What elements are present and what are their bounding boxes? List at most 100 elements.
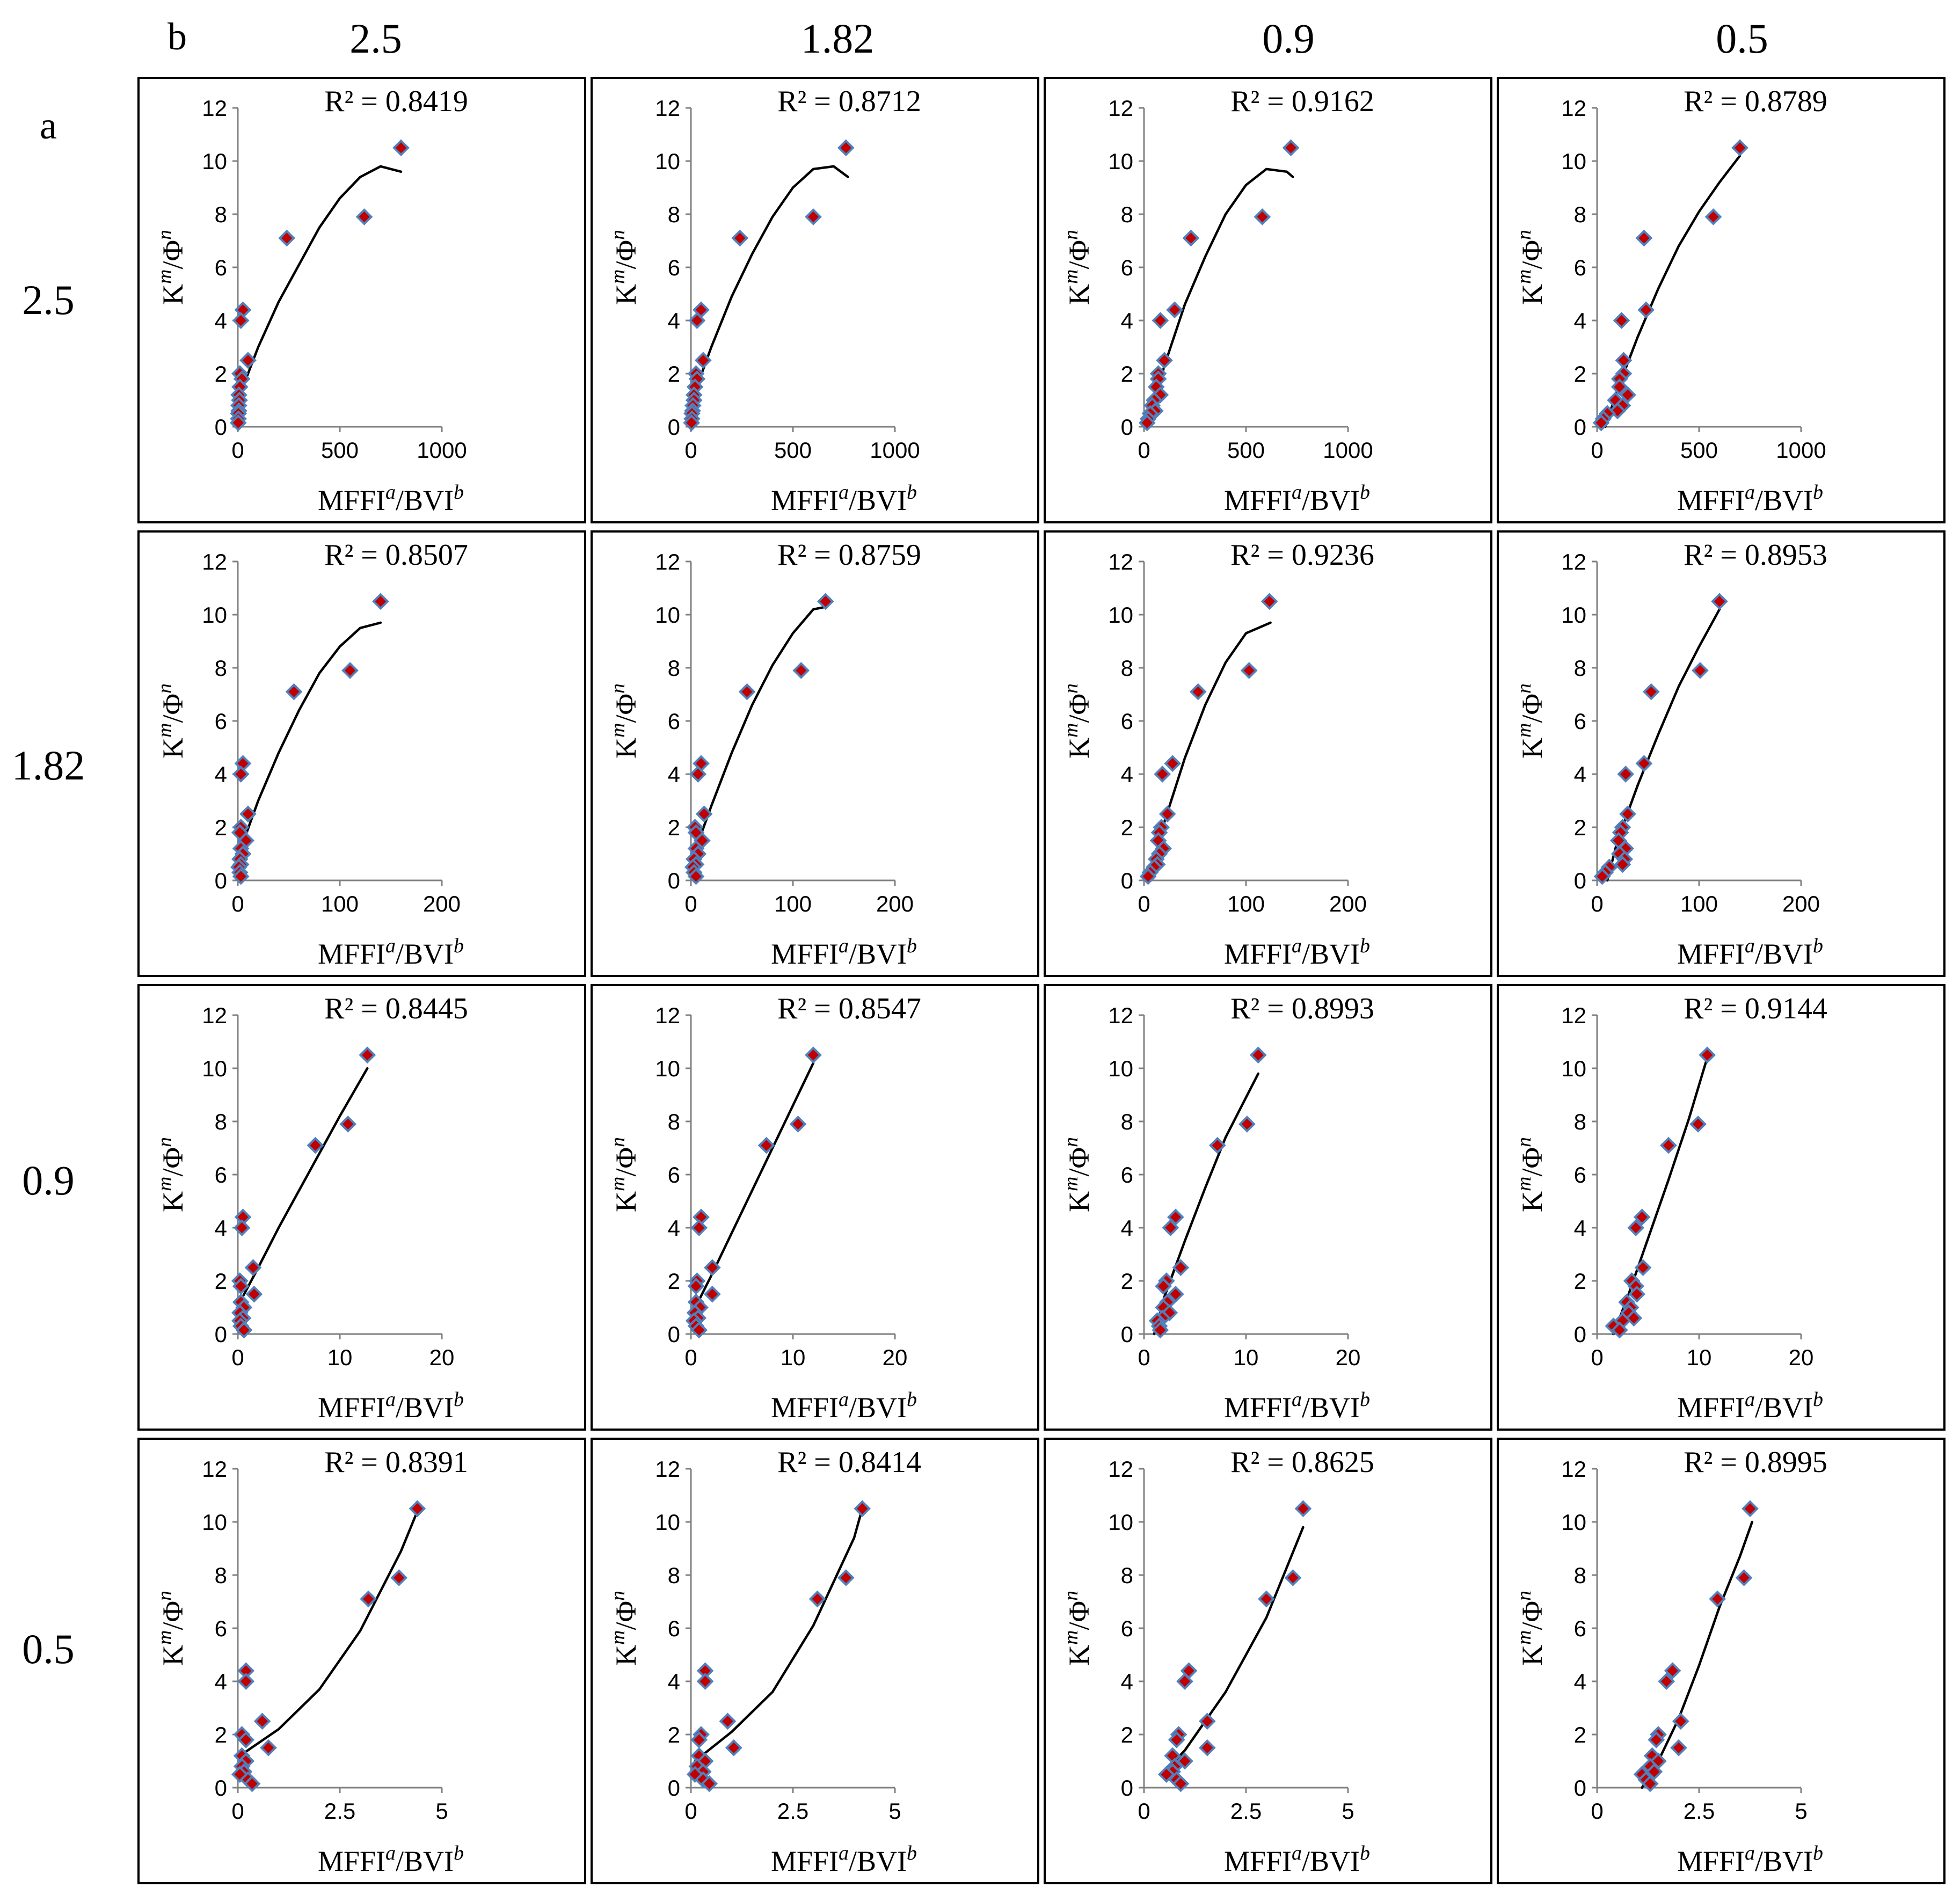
x-axis-title-exponent: a: [385, 1842, 396, 1864]
y-tick-label: 10: [1108, 1510, 1133, 1535]
y-tick-label: 2: [215, 361, 227, 387]
x-axis-title-exponent: a: [839, 1842, 849, 1864]
data-point: [683, 414, 700, 432]
y-axis-title: Km/Φn: [1060, 1137, 1095, 1212]
data-point: [307, 1136, 324, 1154]
x-tick-label: 20: [429, 1345, 455, 1370]
y-axis-title: Km/Φn: [1513, 230, 1548, 305]
r-squared-label: R² = 0.8759: [777, 538, 921, 572]
y-tick-label: 12: [1561, 1456, 1586, 1482]
y-tick-label: 8: [215, 1109, 227, 1134]
x-tick-label: 0: [231, 891, 244, 916]
x-axis-title-exponent: b: [1360, 1388, 1370, 1411]
x-tick-label: 0: [1591, 1345, 1603, 1370]
data-point: [1735, 1569, 1753, 1586]
y-tick-label: 12: [1108, 549, 1133, 574]
y-tick-label: 0: [1121, 414, 1133, 440]
data-point: [1689, 1116, 1707, 1133]
x-axis-title: MFFIa/BVIb: [318, 935, 464, 970]
y-tick-label: 12: [1561, 549, 1586, 574]
x-axis-title-exponent: a: [839, 1388, 849, 1411]
data-point: [1240, 662, 1258, 679]
y-tick-label: 10: [1561, 1056, 1586, 1081]
panel-4: 0 2 4 6 8 10 12 0 500 1000 R² = 0.8789 MFFIa/BVIb Km…: [1497, 77, 1946, 523]
trend-line: [690, 165, 849, 402]
data-point: [278, 229, 296, 247]
y-axis-title: Km/Φn: [1513, 683, 1548, 759]
col-header-2: 1.82: [801, 15, 875, 62]
data-point: [232, 312, 250, 329]
y-tick-label: 8: [1121, 655, 1133, 681]
y-tick-label: 2: [1574, 815, 1586, 840]
data-point: [1611, 378, 1628, 396]
panel-9: 0 2 4 6 8 10 12 0 10 20 R² = 0.8445 MFFIa/BVIb Km/Φn: [137, 984, 586, 1431]
y-axis-title-exponent: m: [1060, 269, 1082, 284]
y-tick-label: 2: [1574, 1722, 1586, 1747]
y-tick-label: 2: [1121, 1269, 1133, 1294]
x-axis-title-part: MFFI: [1224, 1845, 1292, 1877]
panel-12: 0 2 4 6 8 10 12 0 10 20 R² = 0.9144 MFFIa/BVIb Km/Φn: [1497, 984, 1946, 1431]
data-point: [409, 1500, 426, 1518]
x-axis-title: MFFIa/BVIb: [1677, 1842, 1823, 1877]
data-point: [339, 1116, 357, 1133]
y-tick-label: 4: [1121, 1215, 1133, 1241]
y-axis-title-exponent: m: [154, 269, 176, 284]
data-point: [1157, 1766, 1175, 1783]
data-point: [243, 1775, 261, 1792]
y-axis-title: Km/Φn: [154, 683, 189, 759]
x-axis-title: MFFIa/BVIb: [1224, 1388, 1370, 1424]
x-axis-title-exponent: b: [1360, 1842, 1370, 1864]
data-point: [253, 1712, 271, 1730]
y-axis-title-exponent: m: [1060, 1177, 1082, 1191]
y-tick-label: 6: [668, 1616, 680, 1641]
y-tick-label: 6: [215, 709, 227, 734]
data-point: [1625, 1309, 1643, 1327]
r-squared-label: R² = 0.8547: [777, 992, 921, 1025]
x-axis-title: MFFIa/BVIb: [1677, 481, 1823, 516]
data-point: [690, 1219, 708, 1236]
y-tick-label: 4: [1121, 762, 1133, 787]
x-tick-label: 100: [321, 891, 359, 916]
y-tick-label: 12: [202, 549, 227, 574]
panel-frame: [1044, 984, 1492, 1431]
y-tick-label: 6: [668, 1162, 680, 1187]
data-point: [1617, 766, 1635, 783]
trend-line: [1147, 167, 1294, 428]
data-point: [390, 1569, 408, 1586]
x-axis-title-part: /BVI: [849, 1391, 907, 1424]
y-axis-title-part: /Φ: [610, 694, 642, 723]
x-axis-title-part: MFFI: [1677, 484, 1745, 516]
y-axis-title-part: /Φ: [1063, 240, 1095, 269]
y-tick-label: 10: [202, 1510, 227, 1535]
y-tick-label: 10: [1561, 1510, 1586, 1535]
y-axis-title-part: /Φ: [1516, 1147, 1548, 1176]
x-tick-label: 0: [1138, 438, 1150, 463]
y-tick-label: 6: [1574, 709, 1586, 734]
corner-label-a: a: [40, 104, 57, 147]
x-tick-label: 200: [1782, 891, 1820, 916]
data-point: [1592, 414, 1610, 432]
data-point: [341, 662, 359, 679]
y-tick-label: 2: [668, 1269, 680, 1294]
r-squared-label: R² = 0.8419: [324, 85, 468, 118]
data-point: [805, 1046, 822, 1064]
data-point: [244, 1259, 262, 1277]
x-tick-label: 20: [1336, 1345, 1361, 1370]
y-tick-label: 2: [1121, 815, 1133, 840]
x-tick-label: 10: [327, 1345, 353, 1370]
y-axis-title-exponent: n: [1513, 1137, 1535, 1147]
x-axis-title-exponent: a: [1292, 1388, 1302, 1411]
x-axis-title-exponent: a: [839, 481, 849, 504]
data-point: [725, 1739, 742, 1757]
y-tick-label: 8: [1574, 202, 1586, 227]
corner-label-b: b: [167, 15, 187, 58]
y-tick-label: 6: [215, 1162, 227, 1187]
x-tick-label: 200: [1329, 891, 1367, 916]
data-point: [1294, 1500, 1312, 1518]
panel-2: 0 2 4 6 8 10 12 0 500 1000 R² = 0.8712 MFFIa/BVIb Km…: [591, 77, 1039, 523]
y-tick-label: 12: [1108, 1003, 1133, 1028]
y-tick-label: 2: [1574, 361, 1586, 387]
col-header-3: 0.9: [1262, 15, 1315, 62]
x-axis-title-exponent: b: [1813, 481, 1823, 504]
